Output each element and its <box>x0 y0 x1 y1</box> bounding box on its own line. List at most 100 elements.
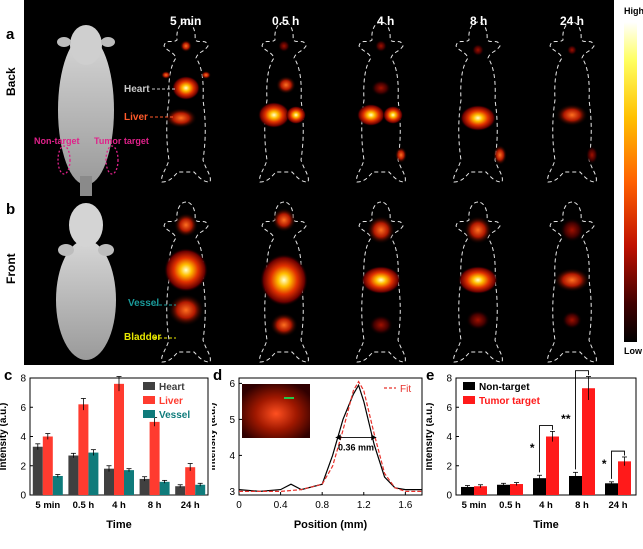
colorbar-low-label: Low <box>624 346 642 356</box>
chart-e-bar-tumor-target <box>510 484 523 495</box>
time-label-8h: 8 h <box>470 14 488 28</box>
chart-e-xlabel: Time <box>533 519 558 531</box>
chart-c-bar-liver <box>149 421 160 495</box>
time-label-0-5h: 0.5 h <box>272 14 300 28</box>
colorbar-high-label: High <box>624 6 643 16</box>
chart-c-bar-heart <box>175 486 186 495</box>
chart-e-xtick-label: 4 h <box>539 500 553 511</box>
chart-d-xtick-label: 0.4 <box>274 500 288 511</box>
chart-c-xtick-label: 0.5 h <box>73 500 95 511</box>
chart-c-xlabel: Time <box>106 519 131 531</box>
chart-e-bar-tumor-target <box>474 486 487 495</box>
chart-c-xtick-label: 5 min <box>35 500 60 511</box>
chart-c-bar-vessel <box>124 470 134 495</box>
annotation-liver: Liver <box>124 112 148 123</box>
chart-e-ytick-label: 8 <box>446 374 452 385</box>
chart-c-bar-vessel <box>195 484 206 495</box>
front-image-5min <box>161 201 211 363</box>
chart-c-xtick-label: 4 h <box>112 500 126 511</box>
chart-e-ylabel: Intensity (a.u.) <box>426 403 435 471</box>
chart-e-bar-non-target <box>569 475 582 495</box>
row-label-front: Front <box>4 253 18 284</box>
chart-e-bar-non-target <box>461 486 474 495</box>
chart-e-bar-non-target <box>497 484 510 495</box>
chart-e-bar-non-target <box>605 483 618 495</box>
chart-d-ylabel: Intensity (a.u.) <box>212 403 218 471</box>
chart-c-bar-heart <box>104 468 114 495</box>
back-image-8h <box>453 21 507 183</box>
chart-d-legend-label: Fit <box>400 384 411 395</box>
chart-d-fwhm-arrowhead-left <box>335 434 341 441</box>
chart-e-legend-label: Non-target <box>479 382 530 393</box>
chart-c-ylabel: Intensity (a.u.) <box>0 403 9 471</box>
chart-d-xlabel: Position (mm) <box>294 519 368 531</box>
front-image-4h <box>356 201 406 363</box>
chart-c-legend-label: Heart <box>159 382 185 393</box>
chart-c: Time Intensity (a.u.) 0 2 4 6 8 5 min 0.5 h 4 h 8 … <box>0 374 209 531</box>
chart-c-ytick-label: 2 <box>20 461 26 472</box>
chart-c-legend-swatch <box>143 396 155 404</box>
chart-d-fwhm-label: 0.36 mm <box>338 442 374 452</box>
chart-c-xtick-label: 24 h <box>181 500 200 511</box>
chart-d-fwhm-arrowhead-right <box>371 434 377 441</box>
chart-c-bar-liver <box>185 467 196 495</box>
back-image-0-5h <box>258 21 309 183</box>
chart-c-ytick-label: 6 <box>20 403 26 414</box>
back-image-5min <box>161 21 211 183</box>
chart-c-bar-liver <box>78 404 89 495</box>
chart-d-xtick-label: 1.6 <box>398 500 412 511</box>
chart-d: Position (mm) Intensity (a.u.) 3 4 5 6 0 0.4 0.8… <box>212 377 423 531</box>
chart-c-ytick-label: 8 <box>20 374 26 385</box>
panel-label-a: a <box>6 26 15 43</box>
chart-e-significance-bracket <box>611 450 625 479</box>
chart-e-ytick-label: 2 <box>446 461 452 472</box>
chart-d-ytick-label: 6 <box>229 379 235 390</box>
chart-c-bar-heart <box>139 478 150 495</box>
chart-e-significance-bracket <box>575 370 589 470</box>
chart-e-ytick-label: 4 <box>446 432 452 443</box>
annotation-bladder: Bladder <box>124 332 162 343</box>
chart-e-legend-swatch <box>463 382 475 390</box>
back-image-4h <box>356 21 407 183</box>
chart-c-legend-label: Liver <box>159 396 183 407</box>
chart-e-xtick-label: 5 min <box>462 500 487 511</box>
chart-d-axes-frame <box>238 377 423 496</box>
chart-e-ytick-label: 6 <box>446 403 452 414</box>
chart-e-bar-tumor-target <box>618 461 631 495</box>
chart-d-xtick-label: 1.2 <box>357 500 371 511</box>
chart-e-bar-non-target <box>533 478 546 495</box>
chart-d-ytick-label: 5 <box>229 415 235 426</box>
chart-c-bar-liver <box>42 436 53 495</box>
front-image-24h <box>547 201 597 363</box>
chart-c-ytick-label: 0 <box>20 491 26 502</box>
chart-e-xtick-label: 8 h <box>575 500 589 511</box>
time-label-24h: 24 h <box>560 14 585 28</box>
panel-label-b: b <box>6 201 16 218</box>
chart-c-bar-vessel <box>159 481 170 495</box>
chart-d-line-profile <box>238 383 422 493</box>
chart-c-bar-vessel <box>88 452 99 495</box>
annotation-non-target: Non-target <box>34 136 80 146</box>
front-image-8h <box>453 201 503 363</box>
chart-d-xtick-label: 0.8 <box>315 500 329 511</box>
chart-d-line-fit <box>239 380 422 493</box>
chart-e-significance-bracket <box>539 425 553 473</box>
back-image-24h <box>547 21 598 183</box>
annotation-heart: Heart <box>124 84 150 95</box>
panel-label-e: e <box>426 367 435 384</box>
chart-c-bar-liver <box>114 383 124 495</box>
chart-e-bar-tumor-target <box>546 436 559 495</box>
chart-e-significance-marker: * <box>602 457 607 471</box>
chart-e-bar-tumor-target <box>582 388 595 495</box>
chart-d-inset-image <box>242 384 310 438</box>
annotation-tumor-target: Tumor target <box>94 136 149 146</box>
front-image-0-5h <box>259 201 309 363</box>
chart-d-ytick-label: 3 <box>229 487 235 498</box>
panel-label-c: c <box>4 367 13 384</box>
chart-c-legend-label: Vessel <box>159 410 190 421</box>
chart-c-bar-heart <box>68 455 79 495</box>
time-label-4h: 4 h <box>377 14 395 28</box>
chart-e: Time Intensity (a.u.) 0 2 4 6 8 5 min 0.5 h 4 h 8 … <box>426 370 637 531</box>
chart-c-legend-swatch <box>143 410 155 418</box>
row-label-back: Back <box>4 67 18 96</box>
